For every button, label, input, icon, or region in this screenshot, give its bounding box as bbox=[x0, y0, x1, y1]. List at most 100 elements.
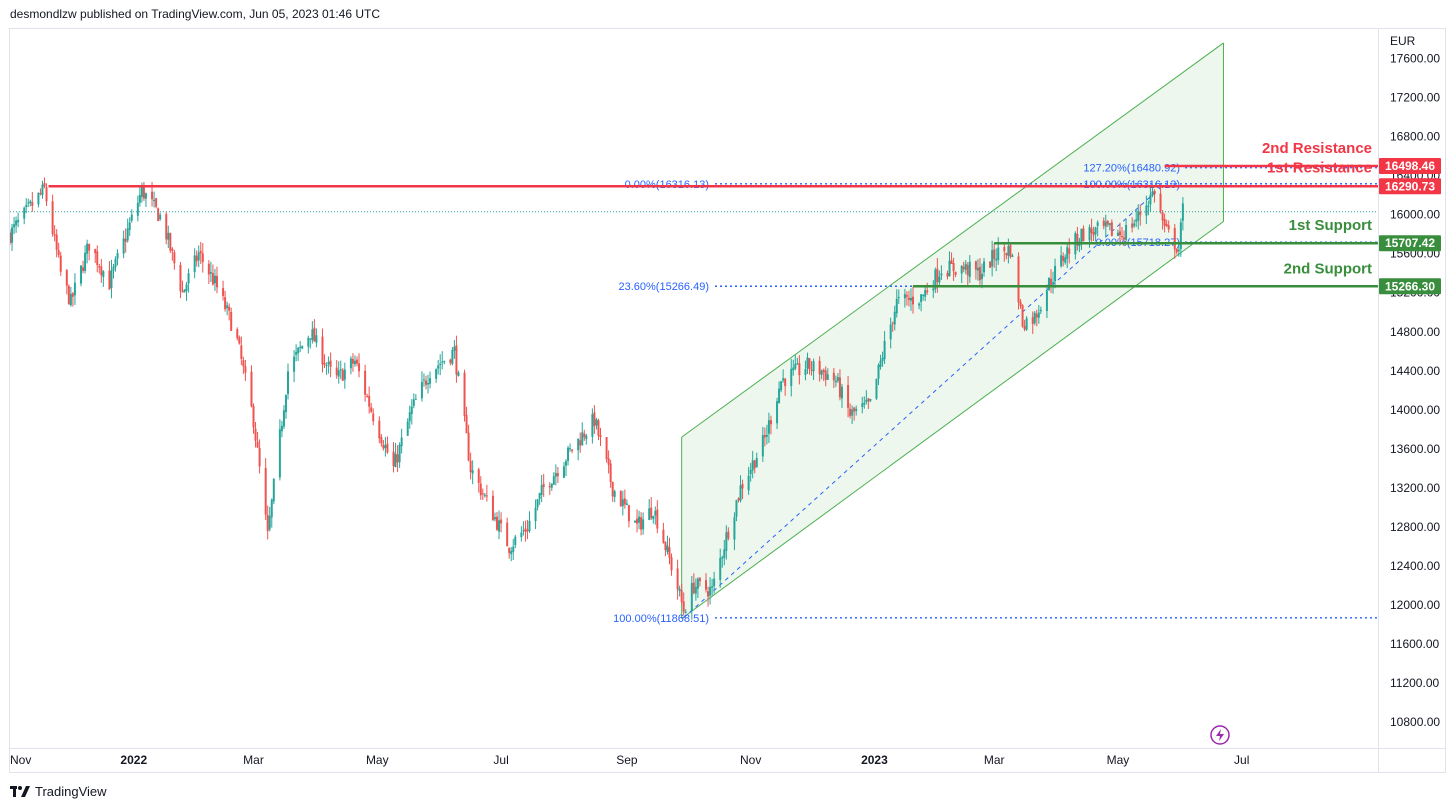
candle-body[interactable] bbox=[682, 601, 685, 612]
candle-body[interactable] bbox=[80, 265, 83, 284]
candle-body[interactable] bbox=[315, 335, 318, 343]
candle-body[interactable] bbox=[520, 532, 523, 538]
candle-body[interactable] bbox=[15, 220, 18, 226]
candle-body[interactable] bbox=[1177, 249, 1180, 252]
candle-body[interactable] bbox=[926, 290, 929, 293]
candle-body[interactable] bbox=[1045, 290, 1048, 311]
candle-body[interactable] bbox=[895, 298, 898, 314]
candle-body[interactable] bbox=[903, 294, 906, 299]
candle-body[interactable] bbox=[676, 568, 679, 590]
candle-body[interactable] bbox=[23, 207, 26, 219]
candle-body[interactable] bbox=[940, 273, 943, 276]
candle-body[interactable] bbox=[989, 261, 992, 268]
candle-body[interactable] bbox=[266, 514, 269, 532]
candle-body[interactable] bbox=[86, 243, 89, 254]
candle-body[interactable] bbox=[855, 408, 858, 412]
candle-body[interactable] bbox=[88, 243, 91, 251]
candle-body[interactable] bbox=[991, 250, 994, 267]
candle-body[interactable] bbox=[37, 192, 40, 205]
candle-body[interactable] bbox=[449, 359, 452, 363]
candle-body[interactable] bbox=[138, 194, 141, 203]
candle-body[interactable] bbox=[698, 578, 701, 582]
candle-body[interactable] bbox=[605, 437, 608, 459]
candle-body[interactable] bbox=[41, 184, 44, 196]
candle-body[interactable] bbox=[1135, 219, 1138, 222]
candle-body[interactable] bbox=[437, 365, 440, 369]
candle-body[interactable] bbox=[565, 461, 568, 466]
candle-body[interactable] bbox=[412, 399, 415, 406]
candle-body[interactable] bbox=[349, 358, 352, 369]
candle-body[interactable] bbox=[851, 409, 854, 416]
candle-body[interactable] bbox=[556, 473, 559, 477]
candle-body[interactable] bbox=[838, 377, 841, 398]
candle-body[interactable] bbox=[1163, 218, 1166, 226]
candle-body[interactable] bbox=[287, 371, 290, 394]
candle-body[interactable] bbox=[307, 337, 310, 347]
candle-body[interactable] bbox=[654, 510, 657, 516]
candle-body[interactable] bbox=[59, 255, 62, 272]
candle-body[interactable] bbox=[382, 444, 385, 449]
candle-body[interactable] bbox=[713, 578, 716, 587]
candle-body[interactable] bbox=[818, 360, 821, 375]
candle-body[interactable] bbox=[522, 530, 525, 532]
candle-body[interactable] bbox=[562, 466, 565, 478]
candle-body[interactable] bbox=[43, 183, 46, 187]
candle-body[interactable] bbox=[542, 483, 545, 488]
candle-body[interactable] bbox=[808, 358, 811, 370]
candle-body[interactable] bbox=[550, 483, 553, 488]
candle-body[interactable] bbox=[719, 558, 722, 580]
candle-body[interactable] bbox=[765, 434, 768, 437]
candle-body[interactable] bbox=[591, 413, 594, 437]
candle-body[interactable] bbox=[995, 258, 998, 261]
candle-body[interactable] bbox=[1009, 245, 1012, 257]
candle-body[interactable] bbox=[31, 202, 34, 206]
candle-body[interactable] bbox=[394, 453, 397, 468]
candle-body[interactable] bbox=[25, 205, 28, 208]
candle-body[interactable] bbox=[936, 268, 939, 283]
candle-body[interactable] bbox=[552, 476, 555, 485]
candle-body[interactable] bbox=[65, 270, 68, 286]
candle-body[interactable] bbox=[195, 255, 198, 262]
candle-body[interactable] bbox=[826, 374, 829, 380]
candle-body[interactable] bbox=[847, 385, 850, 408]
candle-body[interactable] bbox=[1017, 256, 1020, 303]
candle-body[interactable] bbox=[1092, 232, 1095, 236]
candle-body[interactable] bbox=[761, 435, 764, 457]
candle-body[interactable] bbox=[358, 363, 361, 372]
candle-body[interactable] bbox=[370, 407, 373, 412]
candle-body[interactable] bbox=[611, 481, 614, 497]
candle-body[interactable] bbox=[664, 542, 667, 551]
candle-body[interactable] bbox=[244, 366, 247, 373]
candle-body[interactable] bbox=[467, 432, 470, 461]
candle-body[interactable] bbox=[836, 377, 839, 381]
candle-body[interactable] bbox=[638, 516, 641, 523]
fib-trend-line[interactable] bbox=[683, 183, 1165, 619]
candle-body[interactable] bbox=[341, 370, 344, 381]
candle-body[interactable] bbox=[73, 282, 76, 296]
candle-body[interactable] bbox=[268, 516, 271, 530]
candle-body[interactable] bbox=[1003, 246, 1006, 252]
candle-body[interactable] bbox=[169, 233, 172, 251]
candle-body[interactable] bbox=[140, 185, 143, 197]
candle-body[interactable] bbox=[116, 253, 119, 259]
candle-body[interactable] bbox=[1151, 191, 1154, 196]
candle-body[interactable] bbox=[443, 361, 446, 363]
candle-body[interactable] bbox=[380, 436, 383, 444]
candle-body[interactable] bbox=[153, 199, 156, 202]
candle-body[interactable] bbox=[364, 370, 367, 395]
candle-body[interactable] bbox=[157, 208, 160, 222]
candle-body[interactable] bbox=[528, 520, 531, 531]
candle-body[interactable] bbox=[483, 494, 486, 496]
candle-body[interactable] bbox=[1035, 313, 1038, 318]
candle-body[interactable] bbox=[1088, 226, 1091, 241]
candle-body[interactable] bbox=[27, 202, 30, 204]
candle-body[interactable] bbox=[293, 356, 296, 372]
candle-body[interactable] bbox=[583, 433, 586, 438]
candle-body[interactable] bbox=[228, 306, 231, 311]
candle-body[interactable] bbox=[932, 288, 935, 291]
candle-body[interactable] bbox=[707, 591, 710, 597]
candle-body[interactable] bbox=[351, 358, 354, 364]
candle-body[interactable] bbox=[337, 370, 340, 377]
candle-body[interactable] bbox=[627, 505, 630, 522]
candle-body[interactable] bbox=[709, 586, 712, 596]
